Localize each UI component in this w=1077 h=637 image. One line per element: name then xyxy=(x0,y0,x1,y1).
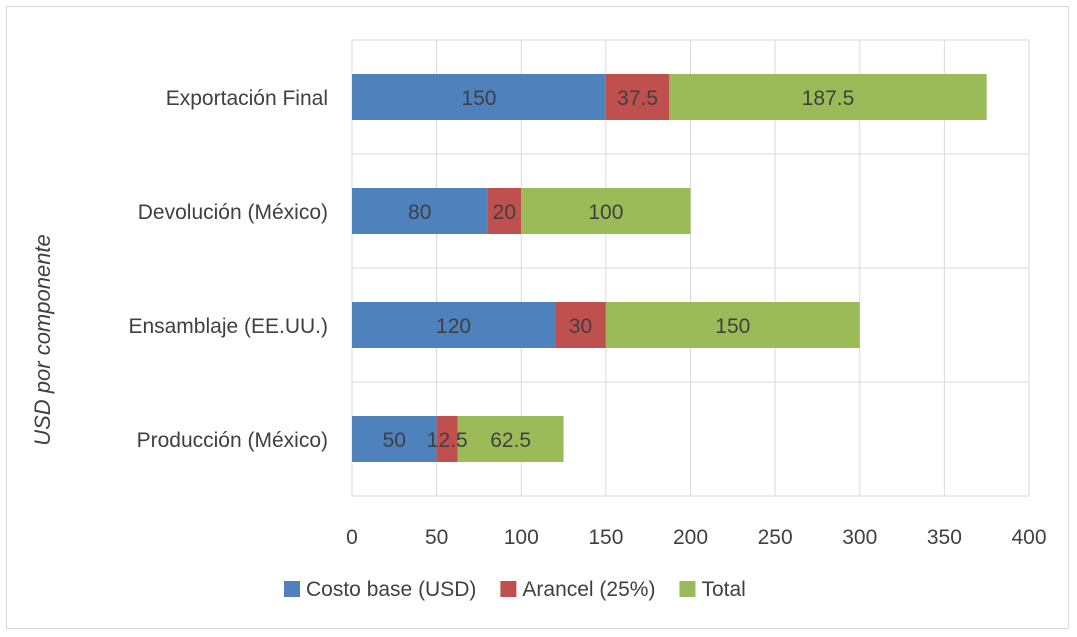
bar-value-label: 150 xyxy=(715,315,750,338)
bar-1-4 xyxy=(352,416,437,462)
category-label: Producción (México) xyxy=(137,429,328,452)
x-tick-labels: 0 50 100 150 200 250 300 350 400 xyxy=(346,526,1046,549)
bar-value-label: 120 xyxy=(436,315,471,338)
bar-value-label: 50 xyxy=(383,429,406,452)
legend-swatch-1 xyxy=(284,581,300,597)
x-tick-label: 0 xyxy=(346,526,358,549)
bar-value-label: 150 xyxy=(461,87,496,110)
bar-value-label: 62.5 xyxy=(490,429,531,452)
bar-1-2 xyxy=(352,188,488,234)
bar-labels: 150 37.5 187.5 80 20 100 120 30 150 50 12.5 62.5 xyxy=(383,87,855,452)
category-label: Devolución (México) xyxy=(138,201,328,224)
legend-swatch-3 xyxy=(679,581,696,597)
x-tick-label: 200 xyxy=(673,526,708,549)
bar-2-1 xyxy=(605,74,670,120)
bar-3-1 xyxy=(669,74,987,120)
category-label: Exportación Final xyxy=(166,87,328,110)
x-tick-label: 300 xyxy=(842,526,877,549)
x-tick-label: 400 xyxy=(1011,526,1046,549)
bar-2-2 xyxy=(487,188,522,234)
bar-value-label: 12.5 xyxy=(427,429,468,452)
legend: Costo base (USD) Arancel (25%) Total xyxy=(284,578,746,601)
bar-2-3 xyxy=(555,302,606,348)
legend-label-3: Total xyxy=(701,578,745,601)
x-tick-label: 250 xyxy=(758,526,793,549)
legend-label-2: Arancel (25%) xyxy=(522,578,655,601)
x-tick-label: 100 xyxy=(504,526,539,549)
category-labels: Exportación Final Devolución (México) Ensa… xyxy=(128,87,328,452)
bar-value-label: 30 xyxy=(569,315,592,338)
bars xyxy=(352,74,987,462)
bar-1-1 xyxy=(352,74,606,120)
bar-3-2 xyxy=(521,188,691,234)
bar-3-4 xyxy=(457,416,564,462)
bar-value-label: 100 xyxy=(588,201,623,224)
legend-label-1: Costo base (USD) xyxy=(306,578,476,601)
legend-swatch-2 xyxy=(500,581,517,597)
bar-1-3 xyxy=(352,302,556,348)
bar-value-label: 187.5 xyxy=(802,87,855,110)
x-tick-label: 50 xyxy=(425,526,448,549)
x-tick-label: 150 xyxy=(588,526,623,549)
bar-value-label: 80 xyxy=(408,201,431,224)
bar-3-3 xyxy=(605,302,860,348)
bar-2-4 xyxy=(436,416,458,462)
category-label: Ensamblaje (EE.UU.) xyxy=(128,315,328,338)
bar-value-label: 37.5 xyxy=(617,87,658,110)
y-axis-title: USD por componente xyxy=(30,234,55,446)
bar-value-label: 20 xyxy=(493,201,516,224)
x-tick-label: 350 xyxy=(927,526,962,549)
